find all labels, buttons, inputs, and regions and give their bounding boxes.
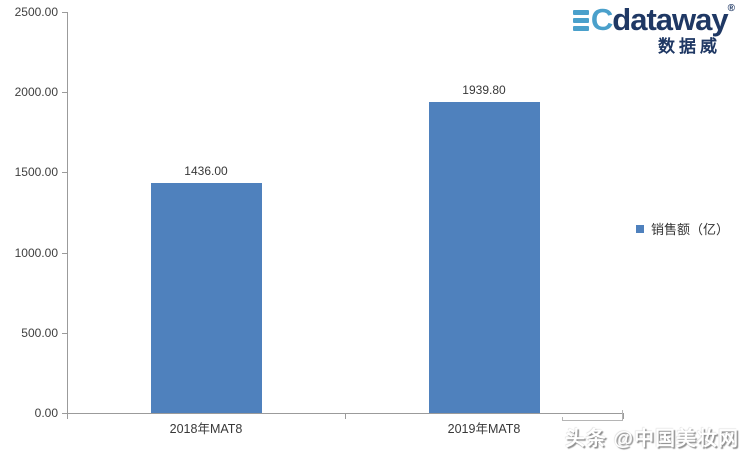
logo-letter-c: C (590, 2, 613, 37)
y-tick-label: 1000.00 (14, 246, 58, 260)
logo-row: C dataway ® (572, 2, 735, 37)
y-tick-label: 0.00 (34, 406, 58, 420)
bar-value-label: 1939.80 (462, 83, 506, 97)
logo-wordmark: dataway (612, 2, 728, 37)
y-tick (62, 12, 67, 13)
legend-swatch (636, 224, 644, 233)
bar-value-label: 1436.00 (184, 164, 228, 178)
y-tick-label: 500.00 (21, 326, 58, 340)
watermark: 头条 @中国美妆网 (564, 428, 739, 450)
y-tick (62, 413, 67, 414)
bar (429, 102, 540, 413)
y-tick-label: 2000.00 (14, 85, 58, 99)
x-tick (623, 413, 624, 419)
y-axis-line (67, 12, 68, 419)
bar (151, 183, 262, 413)
logo-subtitle: 数据威 (658, 37, 721, 56)
x-tick (67, 413, 68, 419)
y-tick (62, 333, 67, 334)
y-tick-label: 1500.00 (14, 165, 58, 179)
logo-e-icon (572, 10, 589, 31)
x-axis-label: 2019年MAT8 (447, 422, 521, 436)
y-tick (62, 253, 67, 254)
x-axis-label: 2018年MAT8 (169, 422, 243, 436)
ecdataway-logo: C dataway ® 数据威 (572, 2, 735, 57)
y-tick (62, 172, 67, 173)
legend-label: 销售额（亿） (651, 222, 730, 237)
registered-trademark-icon: ® (727, 3, 735, 14)
y-tick (62, 92, 67, 93)
x-tick (345, 413, 346, 419)
legend: 销售额（亿） (636, 219, 729, 238)
y-tick-label: 2500.00 (14, 5, 58, 19)
